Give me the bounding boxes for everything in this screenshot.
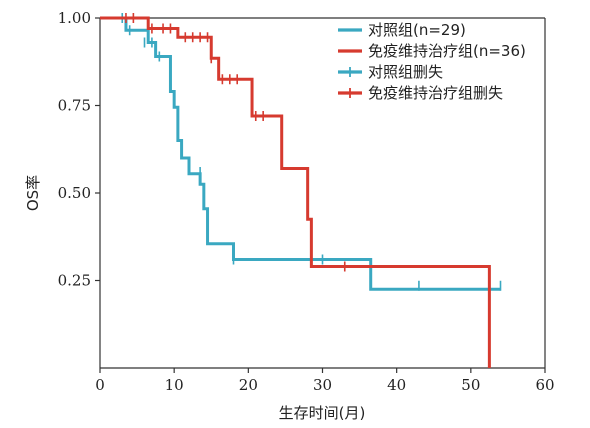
x-tick-label: 0: [95, 376, 105, 394]
legend-item: 对照组(n=29): [338, 21, 466, 39]
y-ticks: 0.25 0.50 0.75 1.00: [58, 9, 100, 290]
x-axis-label: 生存时间(月): [279, 404, 366, 422]
series-line: [100, 16, 491, 368]
legend-item: 免疫维持治疗组(n=36): [338, 42, 526, 60]
x-ticks: 0 10 20 30 40 50 60: [95, 368, 555, 394]
legend-label: 对照组删失: [368, 63, 443, 81]
x-tick-label: 20: [239, 376, 258, 394]
x-tick-label: 40: [387, 376, 406, 394]
legend-label: 免疫维持治疗组删失: [368, 84, 503, 102]
series-layer: [100, 13, 502, 368]
y-tick-label: 0.25: [58, 272, 91, 290]
y-tick-label: 1.00: [58, 9, 91, 27]
legend-label: 对照组(n=29): [368, 21, 466, 39]
series-1: [100, 13, 491, 368]
y-tick-label: 0.75: [58, 97, 91, 115]
x-tick-label: 30: [313, 376, 332, 394]
y-tick-label: 0.50: [58, 184, 91, 202]
legend-label: 免疫维持治疗组(n=36): [368, 42, 526, 60]
legend-item: 对照组删失: [338, 63, 443, 81]
y-axis-label: OS率: [24, 175, 42, 211]
x-tick-label: 10: [165, 376, 184, 394]
x-tick-label: 60: [535, 376, 554, 394]
x-tick-label: 50: [461, 376, 480, 394]
axes: [99, 17, 546, 369]
legend-item: 免疫维持治疗组删失: [338, 84, 503, 102]
